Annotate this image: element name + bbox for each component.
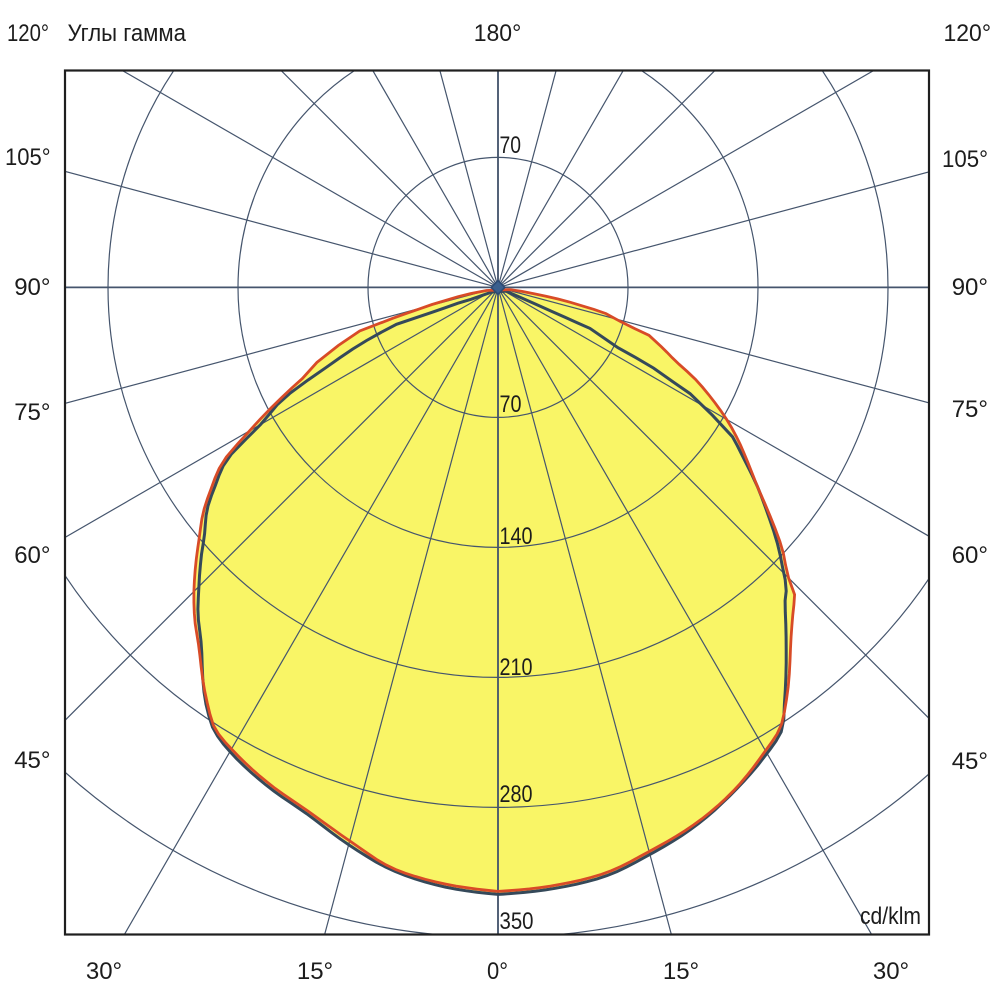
svg-text:30°: 30°: [873, 958, 909, 985]
svg-text:280: 280: [500, 781, 533, 808]
svg-text:70: 70: [500, 391, 522, 418]
svg-text:0°: 0°: [487, 958, 508, 985]
svg-text:75°: 75°: [14, 399, 50, 426]
svg-text:120°: 120°: [944, 20, 992, 47]
svg-text:15°: 15°: [297, 958, 333, 985]
svg-text:90°: 90°: [14, 274, 50, 301]
svg-text:60°: 60°: [952, 542, 988, 569]
svg-text:105°: 105°: [5, 144, 51, 171]
svg-text:Углы гамма: Углы гамма: [68, 20, 187, 47]
svg-text:cd/klm: cd/klm: [860, 903, 921, 930]
svg-text:70: 70: [500, 132, 522, 159]
svg-text:120°: 120°: [7, 20, 49, 47]
svg-text:60°: 60°: [14, 542, 50, 569]
svg-text:15°: 15°: [663, 958, 699, 985]
svg-text:210: 210: [500, 654, 533, 681]
svg-text:45°: 45°: [952, 748, 988, 775]
svg-text:90°: 90°: [952, 274, 988, 301]
svg-text:180°: 180°: [474, 20, 522, 47]
svg-text:45°: 45°: [14, 747, 50, 774]
svg-text:30°: 30°: [86, 958, 122, 985]
svg-text:140: 140: [500, 523, 533, 550]
svg-text:75°: 75°: [952, 396, 988, 423]
svg-text:350: 350: [500, 908, 534, 935]
svg-text:105°: 105°: [942, 146, 988, 173]
